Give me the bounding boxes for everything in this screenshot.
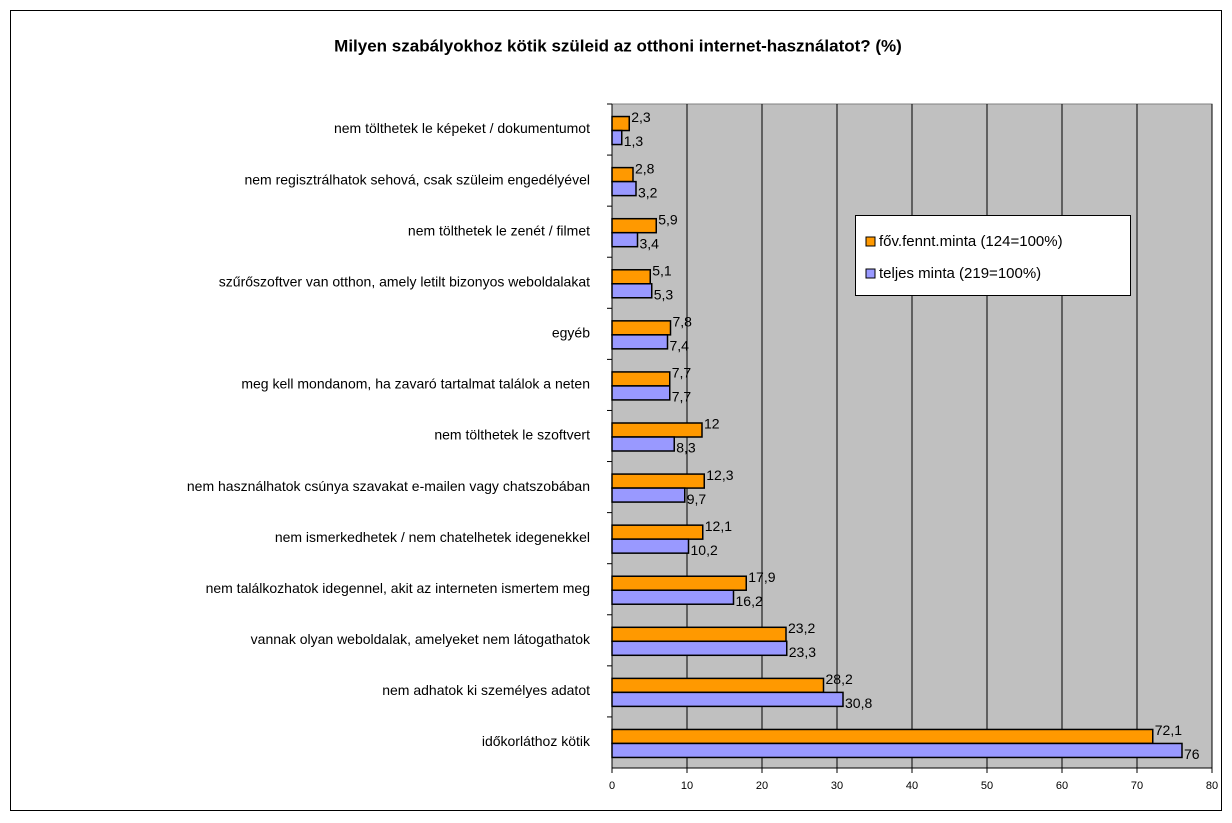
bar xyxy=(611,231,639,248)
x-tick-label: 0 xyxy=(609,780,615,792)
chart-title: Milyen szabályokhoz kötik szüleid az ott… xyxy=(334,36,902,55)
y-tick-label: nem ismerkedhetek / nem chatelhetek ideg… xyxy=(275,529,590,545)
legend-label: főv.fennt.minta (124=100%) xyxy=(879,233,1063,250)
value-label: 10,2 xyxy=(691,542,718,558)
y-tick-label: nem tölthetek le zenét / filmet xyxy=(408,222,590,238)
value-label: 3,4 xyxy=(640,235,660,251)
bar xyxy=(611,269,651,285)
x-tick-label: 80 xyxy=(1206,780,1218,792)
value-label: 23,3 xyxy=(789,644,816,660)
value-label: 30,8 xyxy=(845,695,872,711)
value-label: 5,1 xyxy=(652,262,672,278)
value-label: 2,8 xyxy=(635,160,655,176)
value-label: 5,9 xyxy=(658,211,678,227)
y-tick-label: szűrőszoftver van otthon, amely letilt b… xyxy=(219,273,590,289)
value-label: 7,7 xyxy=(672,365,692,381)
legend-label: teljes minta (219=100%) xyxy=(879,265,1041,282)
legend-swatch xyxy=(865,268,876,279)
value-label: 7,8 xyxy=(673,314,693,330)
y-tick-label: nem tölthetek le szoftvert xyxy=(434,427,590,443)
value-label: 5,3 xyxy=(654,286,674,302)
y-tick-label: nem regisztrálhatok sehová, csak szüleim… xyxy=(244,171,590,187)
y-tick-label: vannak olyan weboldalak, amelyeket nem l… xyxy=(251,631,591,647)
bar xyxy=(611,538,690,554)
x-tick-label: 10 xyxy=(681,780,693,792)
value-label: 12 xyxy=(704,416,720,432)
x-tick-label: 30 xyxy=(831,780,843,792)
value-label: 7,7 xyxy=(672,389,692,405)
bar xyxy=(611,742,1183,759)
value-label: 1,3 xyxy=(624,133,644,149)
y-tick-label: nem adhatok ki személyes adatot xyxy=(382,682,590,698)
bar xyxy=(611,385,671,401)
bar xyxy=(611,677,825,694)
bar xyxy=(611,589,735,605)
x-tick-label: 60 xyxy=(1056,780,1068,792)
x-tick-label: 40 xyxy=(906,780,918,792)
x-tick-label: 20 xyxy=(756,780,768,792)
value-label: 12,3 xyxy=(706,467,733,483)
legend-swatch xyxy=(865,236,876,247)
bar xyxy=(611,640,788,657)
bar xyxy=(611,217,657,234)
value-label: 72,1 xyxy=(1155,722,1182,738)
value-label: 3,2 xyxy=(638,184,658,200)
x-tick-label: 70 xyxy=(1131,780,1143,792)
value-label: 2,3 xyxy=(631,109,651,125)
legend-box xyxy=(855,215,1131,296)
value-label: 9,7 xyxy=(687,491,707,507)
bar xyxy=(611,524,704,540)
y-tick-label: nem találkozhatok idegennel, akit az int… xyxy=(206,580,590,596)
bar xyxy=(611,422,703,438)
bar xyxy=(611,320,672,336)
y-tick-label: nem használhatok csúnya szavakat e-maile… xyxy=(187,478,590,494)
value-label: 76 xyxy=(1184,746,1200,762)
bar xyxy=(611,283,653,299)
y-tick-label: egyéb xyxy=(552,325,590,341)
bar xyxy=(611,371,671,387)
value-label: 7,4 xyxy=(670,338,690,354)
value-label: 17,9 xyxy=(748,569,775,585)
bar xyxy=(611,473,705,489)
bar xyxy=(611,728,1154,745)
bar xyxy=(611,487,686,503)
bar xyxy=(611,180,637,197)
value-label: 28,2 xyxy=(826,671,853,687)
y-tick-label: nem tölthetek le képeket / dokumentumot xyxy=(334,120,590,136)
bar xyxy=(611,691,844,708)
x-tick-label: 50 xyxy=(981,780,993,792)
value-label: 16,2 xyxy=(736,593,763,609)
bar xyxy=(611,626,787,643)
bar xyxy=(611,436,675,452)
bar xyxy=(611,575,747,591)
y-tick-label: meg kell mondanom, ha zavaró tartalmat t… xyxy=(241,376,590,392)
value-label: 8,3 xyxy=(676,440,696,456)
value-label: 23,2 xyxy=(788,620,815,636)
y-tick-label: időkorláthoz kötik xyxy=(482,733,591,749)
bar xyxy=(611,334,669,350)
bar xyxy=(611,166,634,183)
bar xyxy=(611,115,630,132)
bar xyxy=(611,129,623,146)
value-label: 12,1 xyxy=(705,518,732,534)
